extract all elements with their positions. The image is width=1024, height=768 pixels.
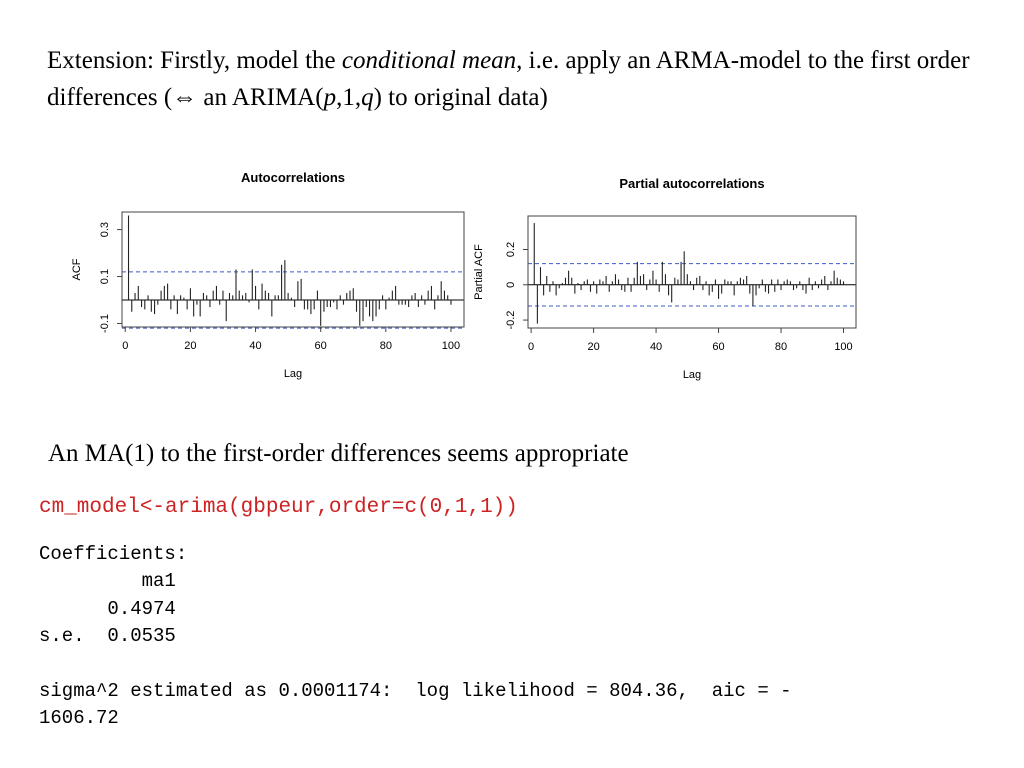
y-axis-label: Partial ACF xyxy=(473,244,485,300)
intro-prefix: Extension: Firstly, model the xyxy=(47,47,342,74)
y-tick-label: 0.3 xyxy=(99,222,111,237)
x-axis-label: Lag xyxy=(284,368,302,380)
r-output: Coefficients: ma1 0.4974 s.e. 0.0535 sig… xyxy=(39,543,792,730)
x-tick-label: 80 xyxy=(380,340,392,352)
intro-comma: ,1, xyxy=(336,84,362,111)
y-tick-label: 0.2 xyxy=(505,242,517,257)
x-axis-label: Lag xyxy=(683,369,701,381)
plot-frame xyxy=(121,211,465,328)
x-tick-label: 60 xyxy=(315,340,327,352)
intro-paragraph: Extension: Firstly, model the conditiona… xyxy=(47,42,1007,116)
y-tick-label: -0.2 xyxy=(505,311,517,330)
chart-title: Autocorrelations xyxy=(241,170,345,185)
plot-frame xyxy=(527,215,857,329)
x-tick-label: 100 xyxy=(442,340,460,352)
intro-suffix: ) to original data) xyxy=(373,84,548,111)
y-axis-label: ACF xyxy=(71,258,83,280)
y-tick-label: 0.1 xyxy=(99,269,111,284)
x-tick-label: 60 xyxy=(712,341,724,353)
r-command: cm_model<-arima(gbpeur,order=c(0,1,1)) xyxy=(39,496,518,519)
intro-mid1: , i.e. apply an ARMA-model to the first … xyxy=(47,47,970,111)
x-tick-label: 80 xyxy=(775,341,787,353)
x-tick-label: 0 xyxy=(528,341,534,353)
acf-chart: Autocorrelations 0 20 40 60 80 100 Lag -0.1 0.1 0.… xyxy=(71,170,465,380)
pacf-chart: Partial autocorrelations 0 20 40 60 80 100 Lag -… xyxy=(473,176,857,381)
chart-title: Partial autocorrelations xyxy=(619,176,764,191)
y-tick-label: -0.1 xyxy=(99,314,111,333)
x-tick-label: 20 xyxy=(587,341,599,353)
x-tick-label: 0 xyxy=(122,340,128,352)
x-tick-label: 40 xyxy=(249,340,261,352)
intro-q: q xyxy=(361,84,374,111)
equivalence-symbol: ⇔ xyxy=(172,84,198,111)
x-tick-label: 40 xyxy=(650,341,662,353)
intro-conditional-mean: conditional mean xyxy=(341,47,517,74)
intro-mid2: an ARIMA( xyxy=(197,84,324,111)
x-tick-label: 100 xyxy=(834,341,852,353)
x-tick-label: 20 xyxy=(184,340,196,352)
y-tick-label: 0 xyxy=(505,282,517,288)
intro-p: p xyxy=(323,84,337,111)
subtext: An MA(1) to the first-order differences … xyxy=(48,440,629,467)
